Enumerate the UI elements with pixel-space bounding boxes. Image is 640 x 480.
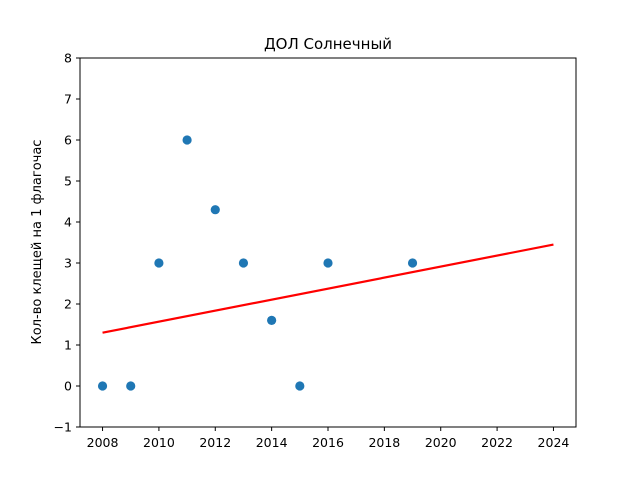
plot-area: 2008 2010 2012 2014 2016 2018 2020 2022 2024 −1 0 1… [54, 51, 577, 450]
y-tick-label: 0 [64, 379, 72, 394]
data-point [182, 135, 192, 145]
data-point [97, 381, 108, 391]
y-tick-label: 7 [64, 92, 72, 107]
data-point [323, 258, 333, 268]
y-tick-label: 2 [64, 297, 72, 312]
data-point [126, 381, 136, 391]
data-point [210, 205, 220, 215]
x-tick-label: 2024 [538, 435, 570, 450]
x-tick-label: 2020 [425, 435, 457, 450]
data-point [154, 258, 164, 268]
data-point [267, 315, 277, 325]
x-tick-label: 2018 [368, 435, 400, 450]
x-tick-label: 2008 [87, 435, 119, 450]
data-point [238, 258, 249, 268]
chart-title: ДОЛ Солнечный [264, 35, 392, 53]
data-point [295, 381, 305, 391]
y-axis-label: Кол-во клещей на 1 флагочас [30, 140, 45, 345]
y-tick-label: 4 [64, 215, 72, 230]
axes-frame [79, 57, 577, 428]
x-tick-label: 2012 [199, 435, 231, 450]
y-tick-label: 8 [64, 51, 72, 66]
x-tick-label: 2022 [481, 435, 513, 450]
y-tick-label: 1 [64, 338, 72, 353]
y-tick-label: 3 [64, 256, 72, 271]
y-tick-label: −1 [54, 420, 72, 435]
x-tick-label: 2014 [256, 435, 288, 450]
trend-line [102, 243, 554, 334]
y-tick-label: 6 [64, 133, 72, 148]
y-tick-label: 5 [64, 174, 72, 189]
x-tick-label: 2016 [312, 435, 344, 450]
x-tick-label: 2010 [143, 435, 175, 450]
data-point [407, 258, 418, 268]
